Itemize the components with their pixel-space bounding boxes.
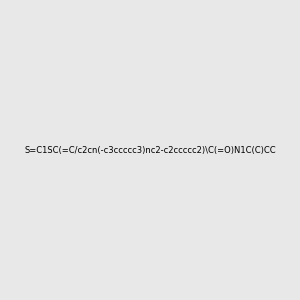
Text: S=C1SC(=C/c2cn(-c3ccccc3)nc2-c2ccccc2)\C(=O)N1C(C)CC: S=C1SC(=C/c2cn(-c3ccccc3)nc2-c2ccccc2)\C… (24, 146, 276, 154)
